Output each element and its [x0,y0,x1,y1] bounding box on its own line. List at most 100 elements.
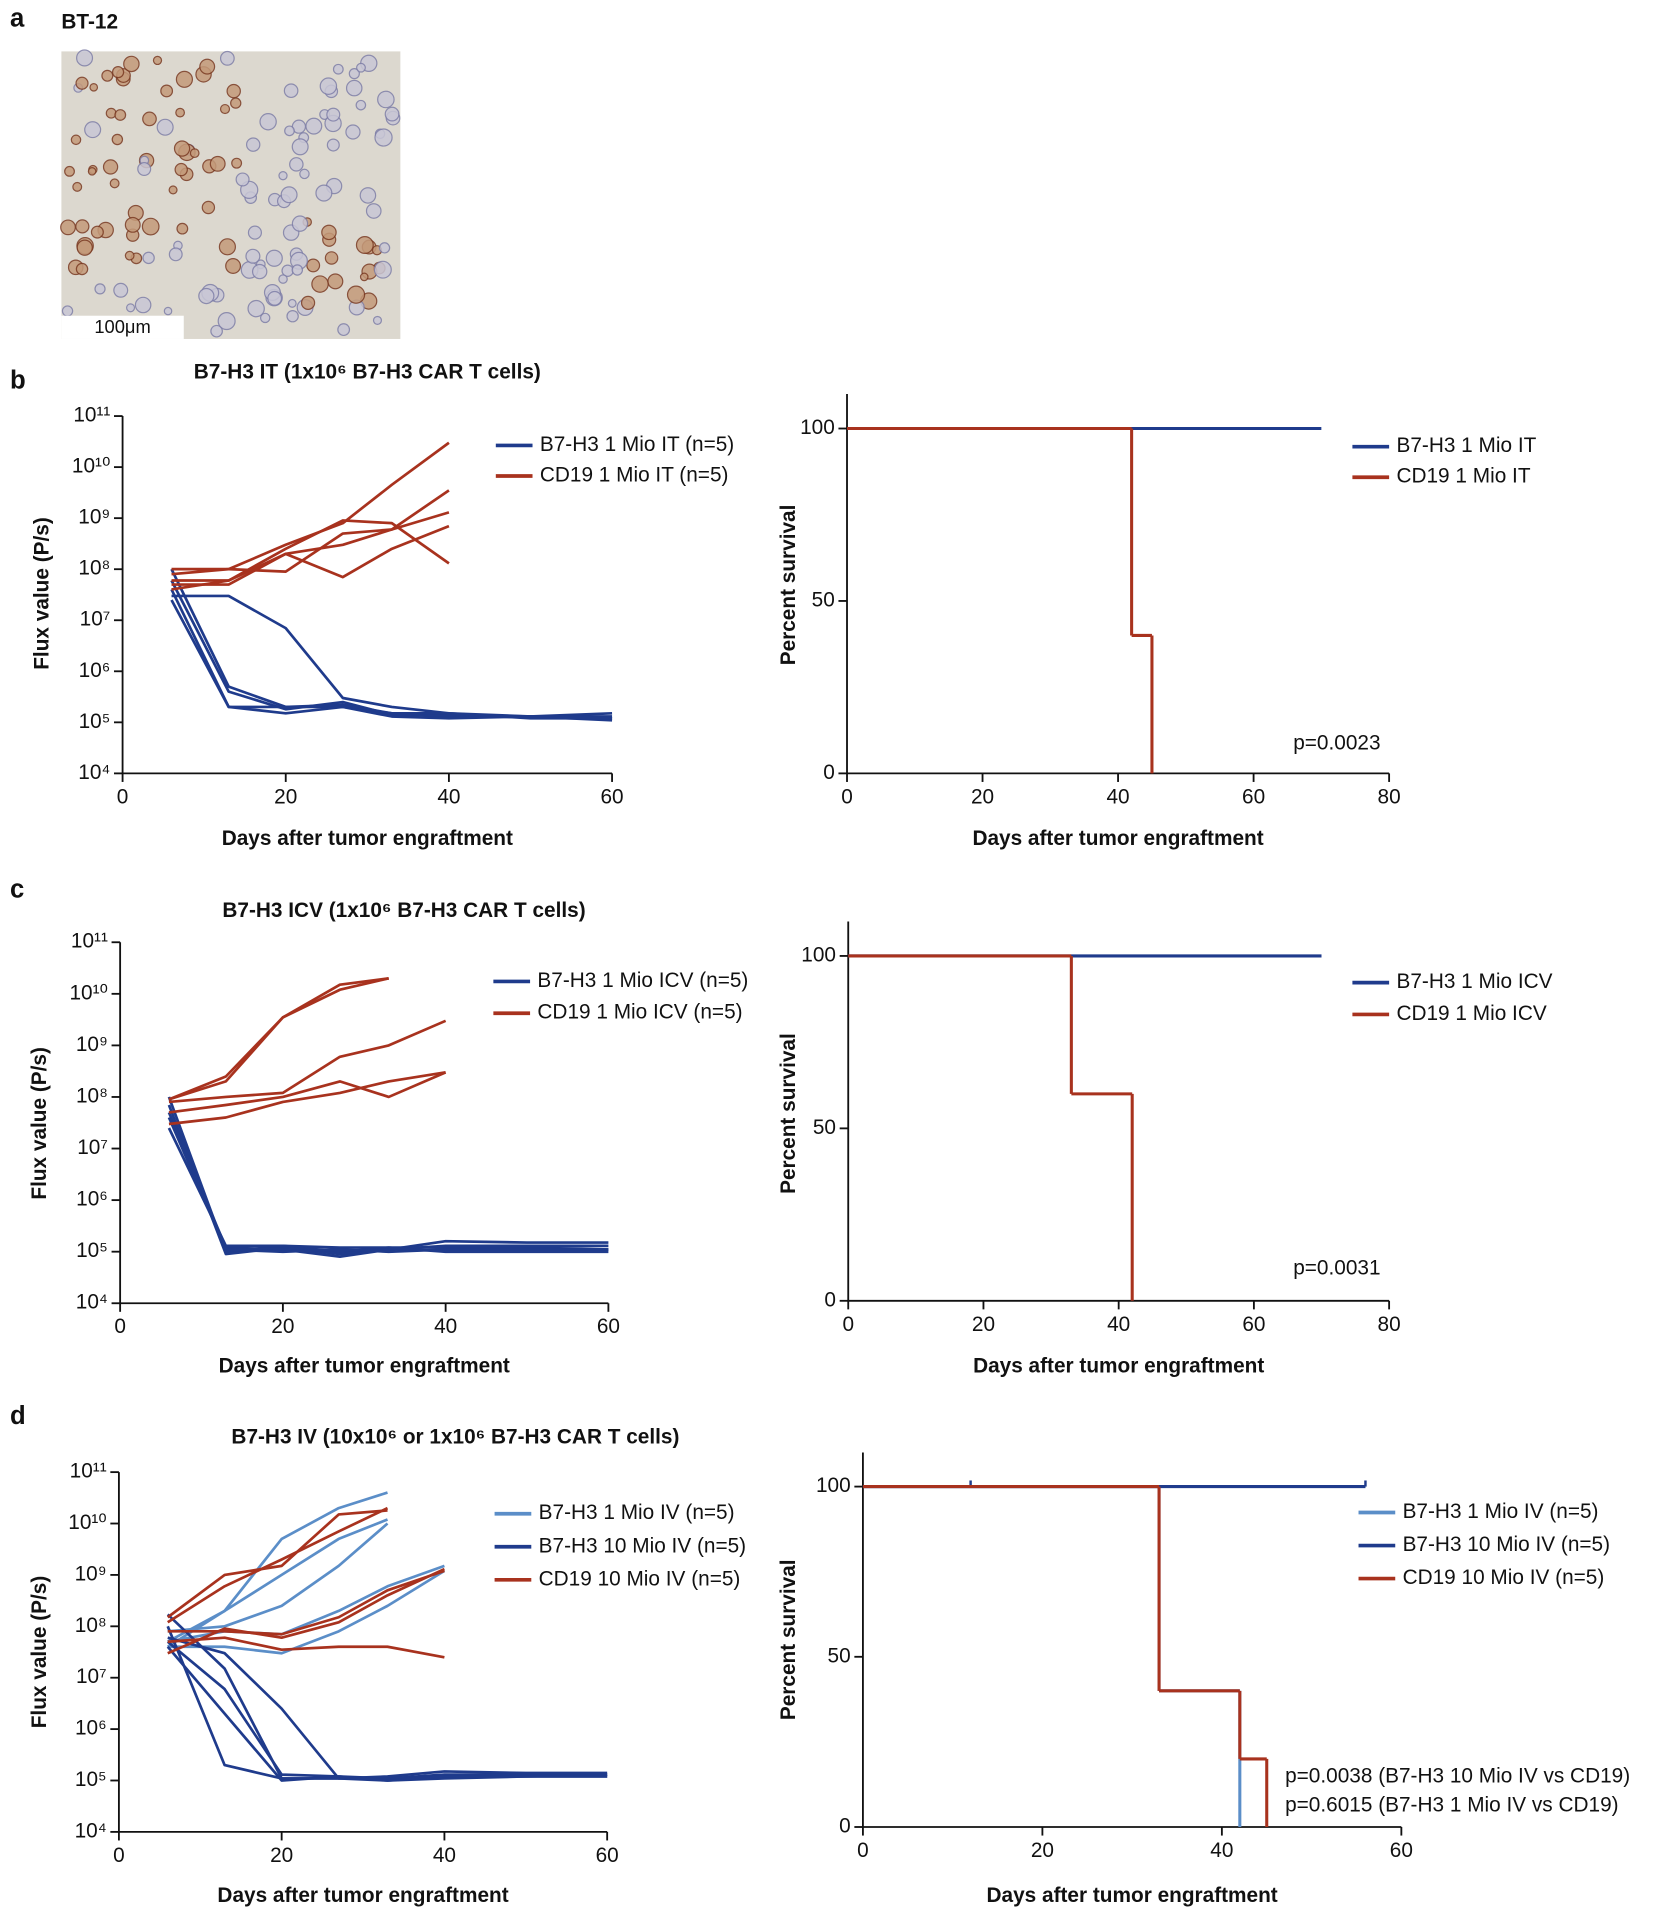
x-tick-label: 80 [1378,785,1401,808]
y-tick-label: 0 [823,761,835,784]
cell [189,148,200,159]
y-tick-label: 100 [816,1474,851,1497]
cell [231,157,243,169]
cell [90,225,104,239]
chart: 10⁴ 10⁵ 10⁶ 10⁷ 10⁸ 10⁹ 10¹⁰ 10¹¹ 0 20 40 60 Days af… [28,899,748,1377]
y-tick-label: 10⁸ [75,1614,107,1637]
x-tick-label: 0 [841,785,853,808]
annotation: p=0.0031 [1293,1256,1380,1279]
cell [311,275,329,293]
flux-line [166,1509,388,1619]
cell [348,68,360,80]
y-tick-label: 0 [824,1288,836,1311]
y-tick-label: 10⁸ [78,557,110,580]
legend-label: CD19 10 Mio IV (n=5) [539,1567,741,1590]
flux-line [168,977,389,1101]
cell [175,107,186,118]
y-tick-label: 10¹⁰ [72,455,110,478]
cell [251,263,268,280]
cell [359,272,369,282]
cell [365,203,382,219]
y-tick-label: 50 [828,1644,851,1667]
y-tick-label: 0 [839,1814,851,1837]
flux-line [168,1019,447,1104]
x-tick-label: 80 [1378,1313,1401,1336]
cell [209,155,226,172]
cell [160,84,174,98]
cell [102,159,119,175]
y-tick-label: 10¹¹ [70,1460,107,1483]
cell [247,225,263,240]
cell [345,124,361,140]
cell [278,274,288,284]
y-axis-label: Percent survival [777,1033,800,1194]
y-tick-label: 10⁸ [76,1084,108,1107]
chart-title: B7-H3 IV (10x10⁶ or 1x10⁶ B7-H3 CAR T ce… [231,1425,679,1448]
cell [217,312,236,331]
y-tick-label: 50 [812,588,835,611]
cell [124,250,135,261]
legend-label: CD19 1 Mio IT (n=5) [540,464,729,487]
image-title: BT-12 [61,11,118,34]
x-tick-label: 0 [117,785,129,808]
legend-label: B7-H3 1 Mio IT [1396,434,1536,457]
x-axis-label: Days after tumor engraftment [217,1884,508,1907]
cell [201,200,216,215]
cell [315,184,333,202]
x-tick-label: 0 [113,1844,125,1867]
cell [64,165,75,177]
x-tick-label: 60 [1390,1839,1413,1862]
cell [70,134,82,146]
chart: 10⁴ 10⁵ 10⁶ 10⁷ 10⁸ 10⁹ 10¹⁰ 10¹¹ 0 20 40 60 Days af… [31,361,735,850]
cell [198,287,215,305]
cell [225,258,242,274]
y-tick-label: 10⁷ [80,608,111,631]
cell [267,290,283,306]
cell [126,303,136,313]
cell [289,157,304,172]
flux-line [166,1640,608,1782]
chart-title: B7-H3 IT (1x10⁶ B7-H3 CAR T cells) [194,361,541,384]
cell [299,168,310,180]
y-tick-label: 10⁵ [76,1239,108,1262]
x-tick-label: 40 [1107,1313,1130,1336]
legend-label: B7-H3 1 Mio ICV [1396,970,1552,993]
y-tick-label: 50 [813,1116,836,1139]
cell [94,283,106,295]
cell [210,324,223,338]
flux-line [167,1506,389,1624]
cell [259,312,271,324]
flux-line [171,511,450,586]
flux-line [168,1071,447,1114]
x-tick-label: 20 [1031,1839,1054,1862]
cell [173,140,191,157]
cell [377,90,395,109]
legend-label: B7-H3 1 Mio ICV (n=5) [537,969,748,992]
cell [374,128,393,147]
cell [321,224,337,241]
chart-title: B7-H3 ICV (1x10⁶ B7-H3 CAR T cells) [222,899,585,922]
legend-label: B7-H3 1 Mio IV (n=5) [1403,1500,1599,1523]
cell [235,172,250,187]
cell [226,83,241,99]
x-tick-label: 40 [433,1844,456,1867]
y-tick-label: 10⁶ [79,659,111,682]
flux-line [168,977,390,1101]
cell [75,262,89,276]
flux-line [167,1636,445,1659]
cell [319,77,338,95]
x-tick-label: 20 [271,1315,294,1338]
cell [175,70,194,88]
y-tick-label: 10⁴ [75,1819,107,1842]
cell [372,315,383,325]
cell [332,63,344,75]
flux-line [167,1127,609,1254]
cell [219,50,235,66]
cell [174,162,188,177]
flux-line [167,1104,609,1256]
cell [305,117,323,135]
cell [373,260,392,279]
cell [124,216,141,233]
cell [326,138,340,152]
